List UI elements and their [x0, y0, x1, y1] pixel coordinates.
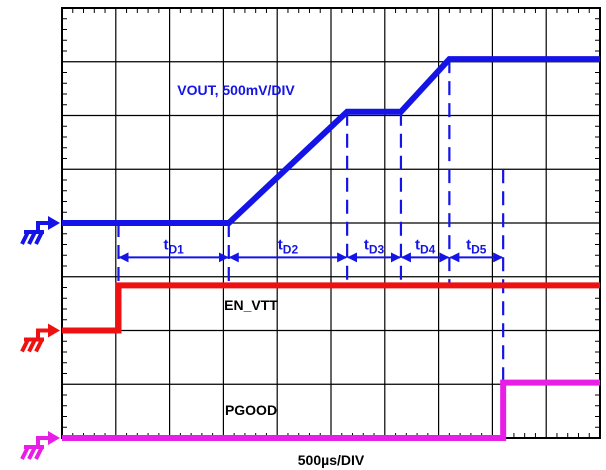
- ground-hatch: [34, 338, 44, 353]
- timing-markers: tD1 tD2 tD3 tD4 tD5: [117, 59, 505, 383]
- ground-hatch: [34, 446, 44, 460]
- ground-marker-pgood: [20, 431, 60, 460]
- ground-hatch: [20, 446, 30, 460]
- interval-label-d2: tD2: [278, 236, 299, 256]
- interval-label-main: t: [364, 236, 369, 253]
- interval-label-subscript: D3: [369, 242, 385, 256]
- interval-label-d3: tD3: [364, 236, 385, 256]
- interval-label-main: t: [163, 236, 168, 253]
- interval-label-main: t: [466, 236, 471, 253]
- ground-arrow-head: [48, 216, 60, 230]
- x-axis-label: 500µs/DIV: [298, 452, 365, 468]
- ground-hatch: [34, 231, 44, 245]
- interval-label-d4: tD4: [415, 236, 436, 256]
- interval-label-d5: tD5: [466, 236, 487, 256]
- ground-arrow-head: [48, 323, 60, 338]
- ground-hatch: [27, 338, 37, 353]
- trace-vout: [62, 56, 600, 226]
- interval-label-subscript: D1: [168, 242, 184, 256]
- ground-hatch: [20, 338, 30, 353]
- pgood-series-label: PGOOD: [225, 402, 277, 418]
- waveform-traces: [62, 56, 600, 441]
- ground-hatch: [20, 231, 30, 245]
- en-vtt-series-label: EN_VTT: [224, 297, 278, 313]
- ground-hatch: [27, 446, 37, 460]
- interval-label-subscript: D5: [471, 242, 487, 256]
- interval-label-subscript: D4: [420, 242, 436, 256]
- interval-label-subscript: D2: [283, 242, 299, 256]
- ground-marker-en-vtt: [20, 323, 60, 353]
- trace-en-vtt: [62, 282, 600, 334]
- ground-marker-vout: [20, 216, 60, 245]
- ground-hatch: [27, 231, 37, 245]
- interval-label-main: t: [278, 236, 283, 253]
- interval-label-d1: tD1: [163, 236, 184, 256]
- trace-pgood: [62, 379, 600, 441]
- interval-label-main: t: [415, 236, 420, 253]
- channel-ground-markers: [20, 216, 60, 460]
- vout-series-label: VOUT, 500mV/DIV: [177, 82, 295, 98]
- ground-arrow-head: [48, 431, 60, 445]
- chart-labels: VOUT, 500mV/DIV EN_VTT PGOOD 500µs/DIV: [177, 82, 365, 468]
